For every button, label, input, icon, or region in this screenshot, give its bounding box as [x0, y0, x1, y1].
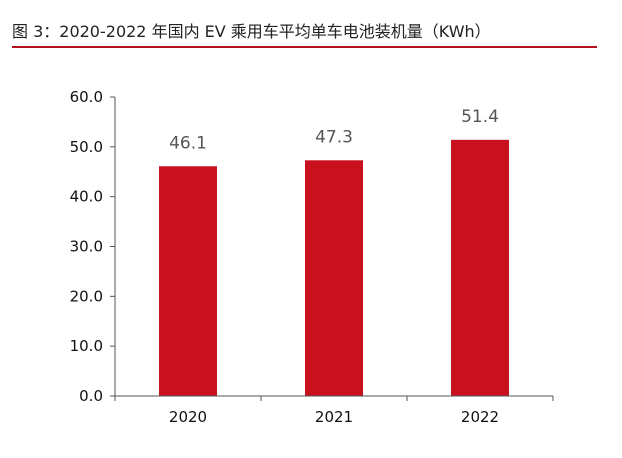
y-tick-label: 20.0 — [70, 287, 103, 305]
data-label-2022: 51.4 — [461, 107, 499, 127]
y-tick-label: 40.0 — [70, 188, 103, 206]
data-label-2021: 47.3 — [315, 127, 353, 147]
y-tick-label: 0.0 — [79, 387, 103, 405]
bars: 46.1 47.3 51.4 — [159, 107, 509, 396]
bar-2022 — [451, 139, 509, 396]
y-tick-label: 10.0 — [70, 337, 103, 355]
x-tick-label-2022: 2022 — [461, 408, 499, 426]
y-tick-label: 60.0 — [70, 88, 103, 106]
figure-title: 图 3：2020-2022 年国内 EV 乘用车平均单车电池装机量（KWh） — [12, 22, 491, 41]
y-tick-label: 30.0 — [70, 238, 103, 256]
x-tick-label-2021: 2021 — [315, 408, 353, 426]
y-tick-label: 50.0 — [70, 138, 103, 156]
y-axis: 0.0 10.0 20.0 30.0 40.0 50.0 60.0 — [70, 88, 116, 405]
x-tick-label-2020: 2020 — [169, 408, 207, 426]
bar-2021 — [305, 160, 363, 396]
bar-2020 — [159, 166, 217, 396]
title-divider — [12, 46, 597, 48]
data-label-2020: 46.1 — [169, 133, 207, 153]
x-axis: 2020 2021 2022 — [114, 395, 554, 426]
